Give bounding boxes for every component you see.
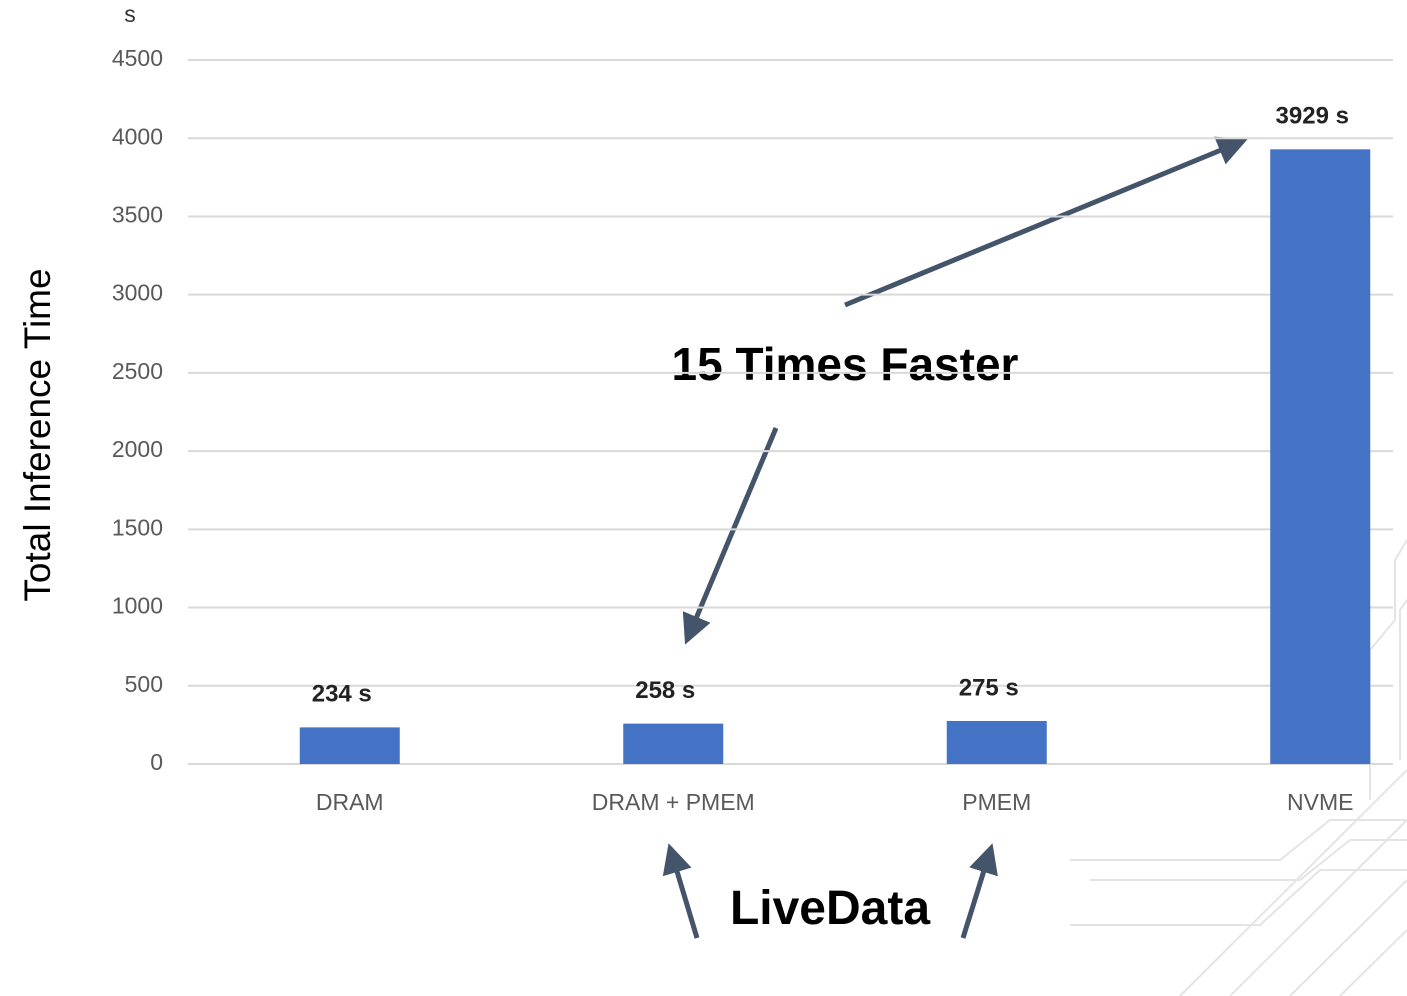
y-tick-label: 4000 bbox=[112, 123, 163, 149]
x-tick-label: NVME bbox=[1287, 789, 1353, 815]
arrow bbox=[662, 843, 700, 939]
value-label: 3929 s bbox=[1276, 103, 1349, 130]
y-tick-label: 500 bbox=[125, 671, 163, 697]
y-unit: s bbox=[124, 1, 136, 27]
x-tick-label: DRAM + PMEM bbox=[592, 789, 755, 815]
value-label: 275 s bbox=[959, 674, 1019, 701]
x-tick-label: DRAM bbox=[316, 789, 384, 815]
bar bbox=[299, 727, 400, 764]
y-tick-label: 4500 bbox=[112, 45, 163, 71]
annotation: 15 Times Faster bbox=[672, 338, 1019, 390]
bar bbox=[1270, 149, 1371, 764]
value-label: 258 s bbox=[635, 677, 695, 704]
y-axis-title: Total Inference Time bbox=[17, 268, 58, 601]
circuit-decoration bbox=[1070, 539, 1407, 996]
y-tick-label: 0 bbox=[150, 749, 163, 775]
bar bbox=[946, 720, 1047, 764]
annotation: LiveData bbox=[729, 882, 931, 935]
y-tick-label: 2500 bbox=[112, 358, 163, 384]
y-tick-label: 1500 bbox=[112, 514, 163, 540]
bar bbox=[623, 723, 724, 764]
y-tick-label: 3000 bbox=[112, 280, 163, 306]
y-tick-label: 2000 bbox=[112, 436, 163, 462]
value-label: 234 s bbox=[312, 681, 372, 708]
y-tick-label: 3500 bbox=[112, 202, 163, 228]
arrow bbox=[960, 843, 998, 939]
arrow bbox=[844, 136, 1248, 308]
y-tick-label: 1000 bbox=[112, 593, 163, 619]
arrow bbox=[682, 427, 779, 645]
x-tick-label: PMEM bbox=[962, 789, 1031, 815]
